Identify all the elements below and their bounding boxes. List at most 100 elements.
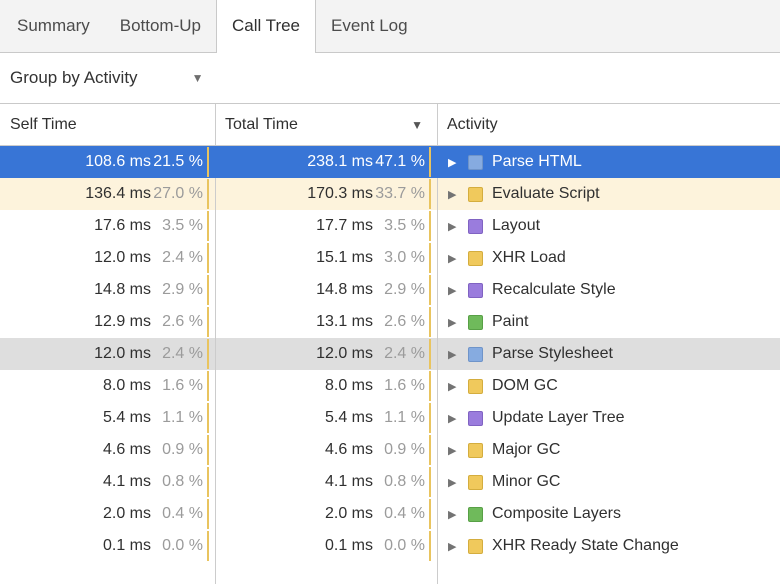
expand-arrow-icon[interactable]: ▶ — [448, 252, 457, 265]
total-time-ms: 12.0 ms — [316, 345, 373, 362]
self-time-ms: 12.0 ms — [94, 249, 151, 266]
activity-label: Evaluate Script — [492, 185, 600, 202]
header-total-time[interactable]: Total Time ▼ — [215, 104, 437, 145]
total-time-pct: 2.6 % — [384, 313, 425, 330]
total-time-pct: 0.4 % — [384, 505, 425, 522]
activity-label: Layout — [492, 217, 541, 234]
table-row[interactable]: 4.6 ms 0.9 % 4.6 ms 0.9 % ▶ Major GC — [0, 434, 780, 466]
percent-bar — [429, 211, 431, 241]
percent-bar — [429, 371, 431, 401]
self-time-cell: 17.6 ms 3.5 % — [0, 210, 215, 242]
table-row[interactable]: 2.0 ms 0.4 % 2.0 ms 0.4 % ▶ Composite La… — [0, 498, 780, 530]
total-time-pct: 2.4 % — [384, 345, 425, 362]
activity-cell: ▶ Paint — [437, 306, 780, 338]
tab-bottom-up[interactable]: Bottom-Up — [105, 0, 216, 52]
expand-arrow-icon[interactable]: ▶ — [448, 412, 457, 425]
self-time-pct: 2.4 % — [162, 345, 203, 362]
expand-arrow-icon[interactable]: ▶ — [448, 380, 457, 393]
expand-arrow-icon[interactable]: ▶ — [448, 220, 457, 233]
table-row[interactable]: 8.0 ms 1.6 % 8.0 ms 1.6 % ▶ DOM GC — [0, 370, 780, 402]
header-self-time[interactable]: Self Time — [0, 104, 215, 145]
activity-cell: ▶ Composite Layers — [437, 498, 780, 530]
category-swatch — [468, 442, 483, 458]
category-swatch — [468, 378, 483, 394]
category-swatch — [468, 218, 483, 234]
expand-arrow-icon[interactable]: ▶ — [448, 348, 457, 361]
table-row[interactable]: 0.1 ms 0.0 % 0.1 ms 0.0 % ▶ XHR Ready St… — [0, 530, 780, 562]
category-swatch — [468, 346, 483, 362]
percent-bar — [429, 147, 431, 177]
group-by-select[interactable]: Group by Activity ▼ — [10, 68, 203, 88]
activity-cell: ▶ DOM GC — [437, 370, 780, 402]
activity-label: XHR Ready State Change — [492, 537, 679, 554]
percent-bar — [207, 147, 209, 177]
activity-cell: ▶ Major GC — [437, 434, 780, 466]
total-time-cell: 2.0 ms 0.4 % — [215, 498, 437, 530]
self-time-pct: 3.5 % — [162, 217, 203, 234]
expand-arrow-icon[interactable]: ▶ — [448, 156, 457, 169]
tab-event-log[interactable]: Event Log — [316, 0, 423, 52]
percent-bar — [429, 435, 431, 465]
category-swatch — [468, 474, 483, 490]
table-row[interactable]: 12.9 ms 2.6 % 13.1 ms 2.6 % ▶ Paint — [0, 306, 780, 338]
table-row[interactable]: 4.1 ms 0.8 % 4.1 ms 0.8 % ▶ Minor GC — [0, 466, 780, 498]
tab-call-tree[interactable]: Call Tree — [215, 0, 317, 53]
total-time-cell: 0.1 ms 0.0 % — [215, 530, 437, 562]
tab-label: Call Tree — [231, 16, 301, 35]
activity-cell: ▶ Update Layer Tree — [437, 402, 780, 434]
column-resize-handle[interactable] — [215, 104, 216, 584]
self-time-ms: 8.0 ms — [102, 377, 151, 394]
table-row[interactable]: 12.0 ms 2.4 % 15.1 ms 3.0 % ▶ XHR Load — [0, 242, 780, 274]
self-time-pct: 0.9 % — [162, 441, 203, 458]
self-time-pct: 21.5 % — [153, 153, 203, 170]
activity-cell: ▶ Evaluate Script — [437, 178, 780, 210]
category-swatch — [468, 506, 483, 522]
sort-descending-icon: ▼ — [411, 117, 423, 132]
self-time-pct: 27.0 % — [153, 185, 203, 202]
total-time-pct: 1.1 % — [384, 409, 425, 426]
expand-arrow-icon[interactable]: ▶ — [448, 316, 457, 329]
percent-bar — [207, 371, 209, 401]
total-time-ms: 14.8 ms — [316, 281, 373, 298]
expand-arrow-icon[interactable]: ▶ — [448, 284, 457, 297]
self-time-cell: 12.0 ms 2.4 % — [0, 242, 215, 274]
total-time-cell: 4.6 ms 0.9 % — [215, 434, 437, 466]
expand-arrow-icon[interactable]: ▶ — [448, 476, 457, 489]
header-activity[interactable]: Activity — [437, 104, 780, 145]
total-time-ms: 5.4 ms — [324, 409, 373, 426]
activity-cell: ▶ XHR Ready State Change — [437, 530, 780, 562]
self-time-pct: 0.4 % — [162, 505, 203, 522]
self-time-pct: 2.4 % — [162, 249, 203, 266]
table-row[interactable]: 12.0 ms 2.4 % 12.0 ms 2.4 % ▶ Parse Styl… — [0, 338, 780, 370]
self-time-ms: 5.4 ms — [102, 409, 151, 426]
percent-bar — [207, 467, 209, 497]
total-time-ms: 17.7 ms — [316, 217, 373, 234]
tab-summary[interactable]: Summary — [2, 0, 105, 52]
total-time-pct: 1.6 % — [384, 377, 425, 394]
self-time-ms: 14.8 ms — [94, 281, 151, 298]
percent-bar — [429, 531, 431, 561]
percent-bar — [429, 243, 431, 273]
header-label: Total Time — [225, 115, 298, 133]
table-row[interactable]: 17.6 ms 3.5 % 17.7 ms 3.5 % ▶ Layout — [0, 210, 780, 242]
percent-bar — [207, 499, 209, 529]
expand-arrow-icon[interactable]: ▶ — [448, 540, 457, 553]
self-time-pct: 2.6 % — [162, 313, 203, 330]
expand-arrow-icon[interactable]: ▶ — [448, 188, 457, 201]
total-time-ms: 15.1 ms — [316, 249, 373, 266]
table-row[interactable]: 108.6 ms 21.5 % 238.1 ms 47.1 % ▶ Parse … — [0, 146, 780, 178]
expand-arrow-icon[interactable]: ▶ — [448, 508, 457, 521]
self-time-pct: 0.0 % — [162, 537, 203, 554]
percent-bar — [429, 339, 431, 369]
tab-label: Event Log — [331, 16, 408, 35]
total-time-pct: 3.0 % — [384, 249, 425, 266]
percent-bar — [429, 403, 431, 433]
category-swatch — [468, 154, 483, 170]
table-row[interactable]: 136.4 ms 27.0 % 170.3 ms 33.7 % ▶ Evalua… — [0, 178, 780, 210]
expand-arrow-icon[interactable]: ▶ — [448, 444, 457, 457]
self-time-ms: 17.6 ms — [94, 217, 151, 234]
column-resize-handle[interactable] — [437, 104, 438, 584]
table-row[interactable]: 14.8 ms 2.9 % 14.8 ms 2.9 % ▶ Recalculat… — [0, 274, 780, 306]
total-time-pct: 33.7 % — [375, 185, 425, 202]
table-row[interactable]: 5.4 ms 1.1 % 5.4 ms 1.1 % ▶ Update Layer… — [0, 402, 780, 434]
